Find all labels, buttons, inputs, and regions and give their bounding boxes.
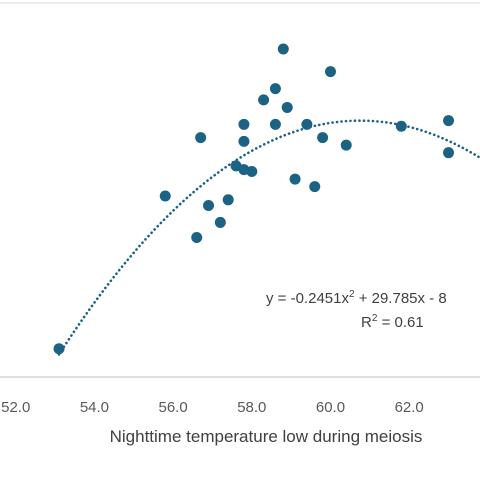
data-point [246, 166, 258, 178]
data-point [340, 139, 352, 151]
data-points [53, 43, 455, 355]
x-tick-label: 56.0 [159, 399, 188, 416]
r2-prefix: R [361, 314, 372, 331]
x-tick-label: 52.0 [1, 399, 30, 416]
data-point [195, 132, 207, 144]
data-point [258, 94, 270, 106]
x-tick-label: 58.0 [237, 399, 266, 416]
data-point [277, 43, 289, 55]
data-point [309, 181, 321, 193]
equation-superscript: 2 [349, 289, 355, 300]
r2-superscript: 2 [372, 313, 378, 324]
x-tick-label: 54.0 [80, 399, 109, 416]
data-point [317, 132, 329, 144]
data-point [289, 173, 301, 185]
data-point [281, 101, 293, 113]
data-point [395, 120, 407, 132]
data-point [269, 118, 281, 130]
data-point [214, 216, 226, 228]
data-point [222, 194, 234, 206]
data-point [238, 118, 250, 130]
data-point [269, 83, 281, 95]
equation-suffix: + 29.785x - 8 [355, 290, 447, 307]
data-point [324, 66, 336, 78]
data-point [443, 115, 455, 127]
data-point [53, 343, 65, 355]
r2-suffix: = 0.61 [377, 314, 423, 331]
x-axis-title: Nighttime temperature low during meiosis [110, 427, 423, 446]
x-tick-labels: 52.0 54.0 56.0 58.0 60.0 62.0 [1, 399, 424, 416]
data-point [238, 135, 250, 147]
data-point [203, 199, 215, 211]
trendline-equation: y = -0.2451x2 + 29.785x - 8 [266, 289, 447, 307]
data-point [443, 147, 455, 159]
data-point [301, 118, 313, 130]
x-tick-label: 62.0 [395, 399, 424, 416]
data-point [191, 232, 203, 244]
x-tick-label: 60.0 [316, 399, 345, 416]
data-point [159, 190, 171, 202]
trendline-r-squared: R2 = 0.61 [361, 313, 424, 331]
equation-prefix: y = -0.2451x [266, 290, 349, 307]
